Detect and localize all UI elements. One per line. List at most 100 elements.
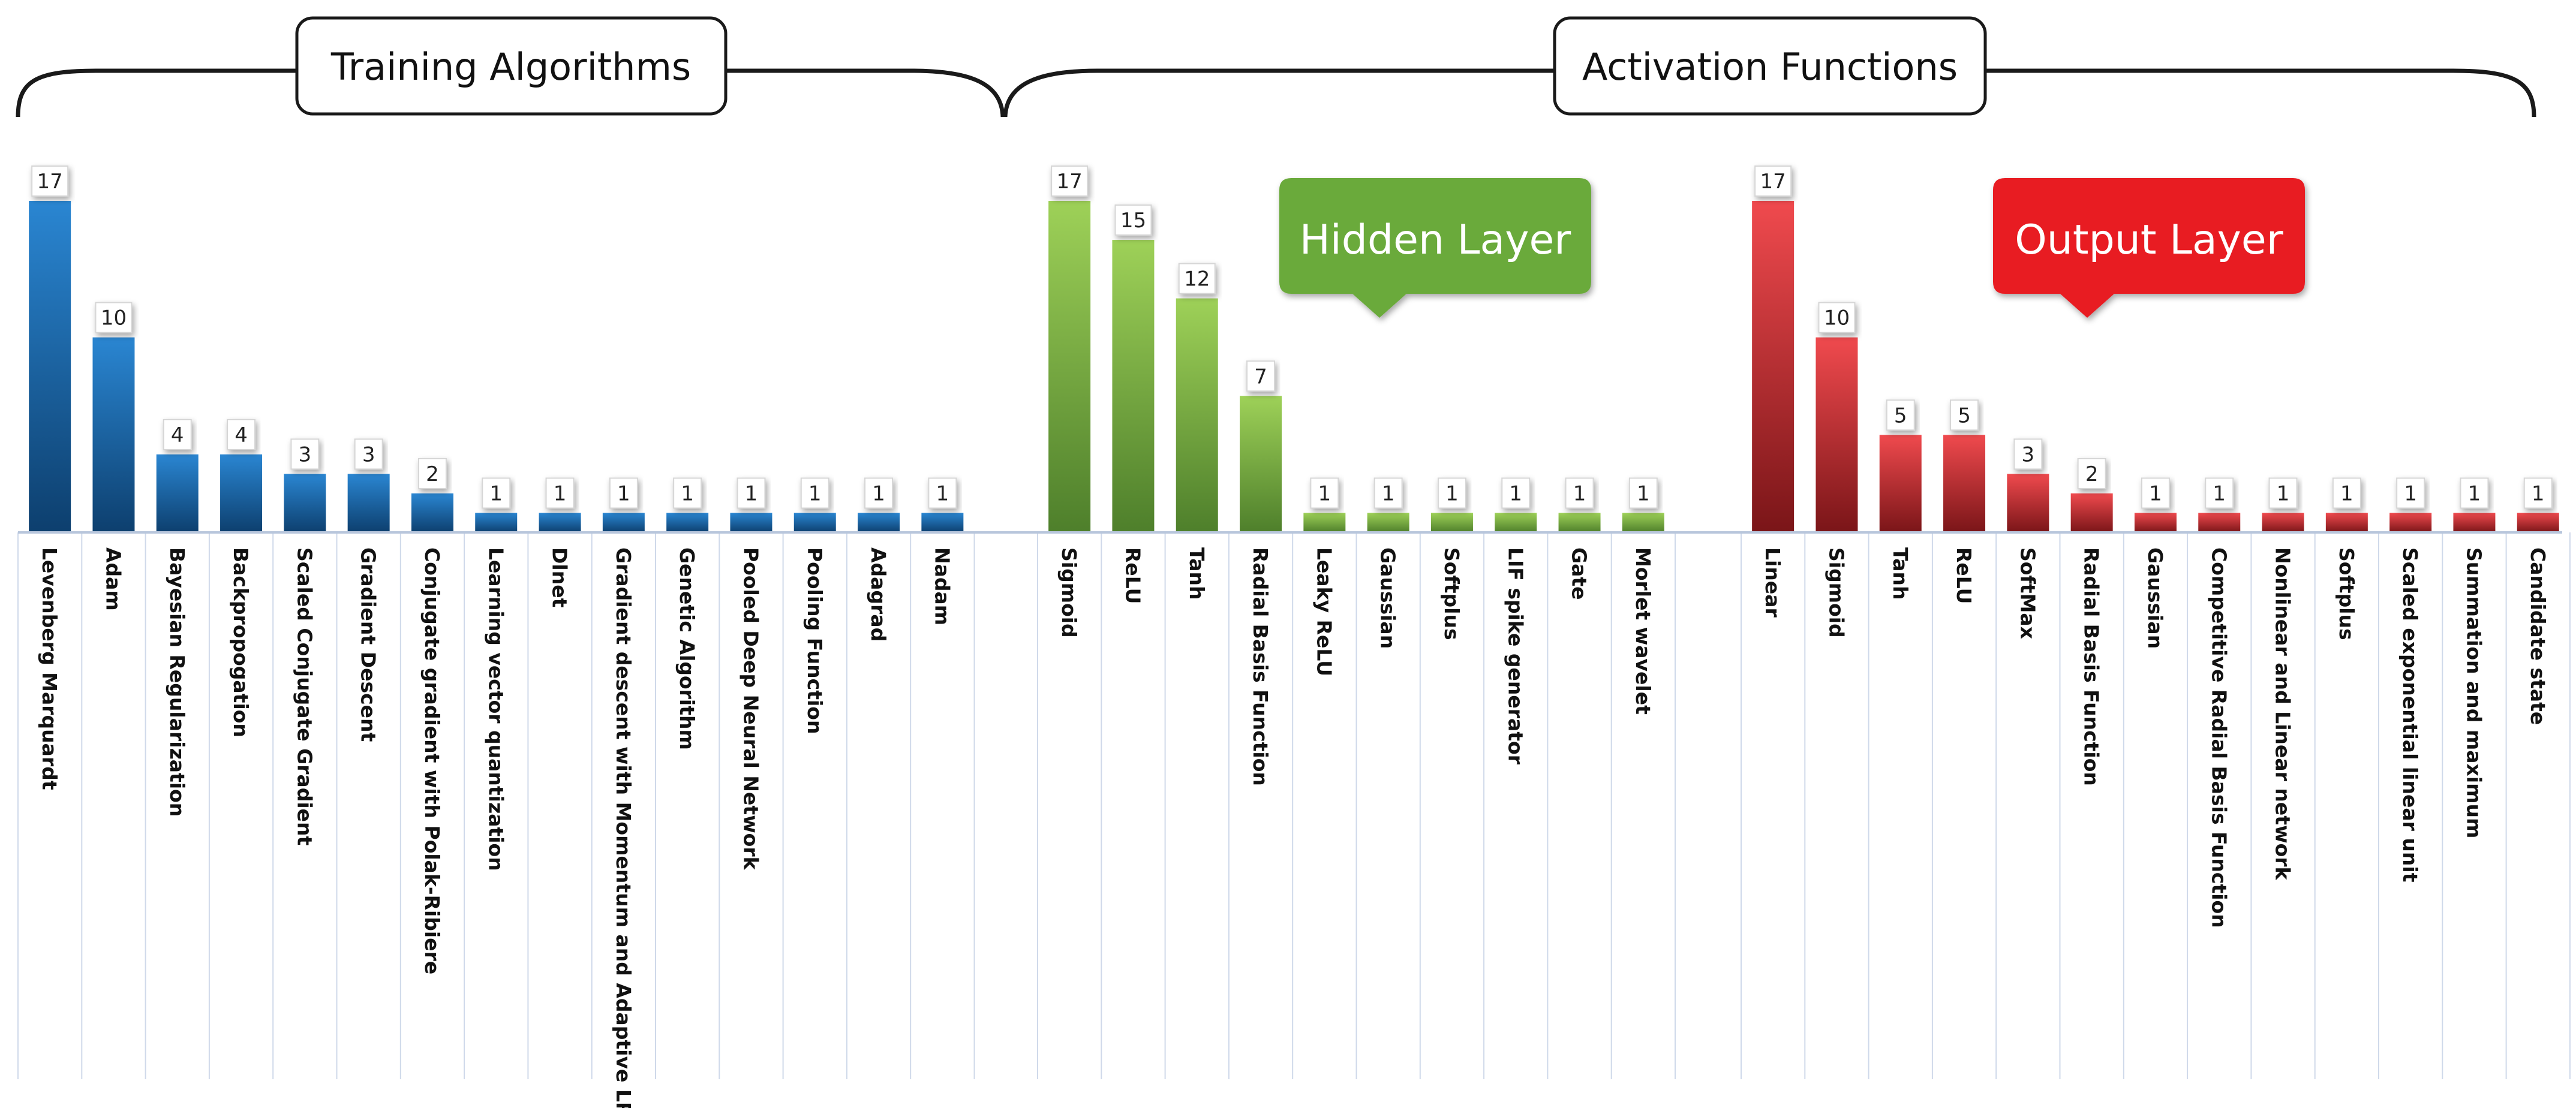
bar-training-2 xyxy=(156,454,199,532)
category-label-training-11: Pooled Deep Neural Network xyxy=(739,547,762,871)
category-label-training-9: Gradient descent with Momentum and Adapt… xyxy=(612,547,635,1108)
bar-hidden-9 xyxy=(1622,513,1664,532)
category-label-output-6: Gaussian xyxy=(2144,547,2167,649)
category-gridlines xyxy=(17,532,2571,1079)
training-header-label: Training Algorithms xyxy=(330,45,691,89)
bar-training-10 xyxy=(666,513,709,532)
data-label-hidden-8: 1 xyxy=(1573,481,1586,505)
data-label-output-3: 5 xyxy=(1958,404,1971,427)
data-label-box-hidden-0 xyxy=(1051,165,1089,197)
data-label-hidden-2: 12 xyxy=(1184,267,1210,291)
data-label-output-4: 3 xyxy=(2022,442,2035,466)
bar-training-4 xyxy=(284,474,326,532)
category-label-training-6: Conjugate gradient with Polak-Ribiere xyxy=(420,547,444,974)
bar-hidden-3 xyxy=(1240,396,1282,532)
category-label-output-2: Tanh xyxy=(1889,547,1912,600)
data-label-training-12: 1 xyxy=(808,481,822,505)
bar-hidden-4 xyxy=(1303,513,1346,532)
bar-training-8 xyxy=(539,513,581,532)
category-label-hidden-7: LIF spike generator xyxy=(1504,547,1527,765)
data-label-training-6: 2 xyxy=(426,462,439,486)
bar-training-0 xyxy=(29,201,71,532)
data-label-training-14: 1 xyxy=(936,481,949,505)
data-label-hidden-0: 17 xyxy=(1057,170,1083,194)
category-label-output-1: Sigmoid xyxy=(1824,547,1848,638)
bar-output-5 xyxy=(2070,493,2113,532)
category-label-output-12: Candidate state xyxy=(2526,547,2550,725)
training-header-box: Training Algorithms xyxy=(295,16,728,116)
category-label-hidden-4: Leaky ReLU xyxy=(1312,547,1336,676)
data-label-box-hidden-5 xyxy=(1373,477,1403,509)
bar-output-10 xyxy=(2389,513,2432,532)
bar-output-2 xyxy=(1879,435,1922,532)
category-label-hidden-3: Radial Basis Function xyxy=(1249,547,1272,786)
data-label-training-5: 3 xyxy=(362,442,375,466)
hidden-layer-callout: Hidden Layer xyxy=(1279,178,1591,318)
data-label-hidden-1: 15 xyxy=(1120,209,1146,233)
data-label-output-6: 1 xyxy=(2149,481,2162,505)
bar-training-12 xyxy=(793,513,836,532)
bar-output-3 xyxy=(1943,435,1986,532)
bar-output-6 xyxy=(2134,513,2177,532)
category-labels: Levenberg Marquardt Adam Bayesian Regulari… xyxy=(38,547,2550,1108)
bar-hidden-7 xyxy=(1495,513,1537,532)
data-label-box-training-10 xyxy=(673,477,702,509)
bar-training-5 xyxy=(347,474,390,532)
data-label-training-13: 1 xyxy=(872,481,885,505)
data-label-training-0: 17 xyxy=(37,170,63,194)
data-label-output-11: 1 xyxy=(2468,481,2481,505)
data-label-box-training-11 xyxy=(737,477,766,509)
category-label-hidden-8: Gate xyxy=(1568,547,1591,600)
bar-output-4 xyxy=(2007,474,2049,532)
bar-output-12 xyxy=(2517,513,2559,532)
data-label-training-1: 10 xyxy=(101,306,127,330)
category-label-hidden-6: Softplus xyxy=(1440,547,1463,640)
category-label-output-5: Radial Basis Function xyxy=(2080,547,2103,786)
activation-header-label: Activation Functions xyxy=(1582,45,1958,89)
data-label-box-training-5 xyxy=(354,438,383,470)
category-label-hidden-2: Tanh xyxy=(1185,547,1209,600)
data-label-box-training-3 xyxy=(227,418,256,450)
data-label-box-output-0 xyxy=(1754,165,1792,197)
data-label-box-training-12 xyxy=(800,477,829,509)
activation-header-box: Activation Functions xyxy=(1553,16,1987,116)
hidden-layer-label: Hidden Layer xyxy=(1300,216,1571,264)
bar-hidden-6 xyxy=(1430,513,1473,532)
bar-training-11 xyxy=(730,513,773,532)
category-label-training-12: Pooling Function xyxy=(803,547,826,734)
data-label-hidden-9: 1 xyxy=(1637,481,1650,505)
data-label-box-output-11 xyxy=(2460,477,2489,509)
data-label-hidden-3: 7 xyxy=(1254,365,1267,389)
category-label-output-8: Nonlinear and Linear network xyxy=(2271,547,2295,881)
bar-training-3 xyxy=(220,454,263,532)
data-label-training-11: 1 xyxy=(745,481,758,505)
data-label-output-2: 5 xyxy=(1894,404,1907,427)
data-label-box-training-1 xyxy=(95,302,133,333)
data-label-box-output-6 xyxy=(2141,477,2170,509)
data-label-hidden-6: 1 xyxy=(1445,481,1459,505)
category-label-hidden-0: Sigmoid xyxy=(1057,547,1081,638)
data-label-training-7: 1 xyxy=(489,481,503,505)
data-label-box-output-2 xyxy=(1886,399,1915,431)
bar-training-13 xyxy=(858,513,900,532)
bar-training-1 xyxy=(92,337,135,532)
data-label-box-training-6 xyxy=(417,457,447,489)
data-label-box-output-7 xyxy=(2205,477,2234,509)
data-label-training-8: 1 xyxy=(554,481,567,505)
data-label-box-hidden-1 xyxy=(1114,204,1152,236)
data-label-box-output-10 xyxy=(2396,477,2425,509)
data-label-output-0: 17 xyxy=(1760,170,1786,194)
bar-output-7 xyxy=(2198,513,2241,532)
data-label-output-9: 1 xyxy=(2340,481,2353,505)
data-label-box-output-5 xyxy=(2077,457,2106,489)
bar-output-1 xyxy=(1815,337,1858,532)
data-label-training-4: 3 xyxy=(299,442,312,466)
category-label-output-3: ReLU xyxy=(1952,547,1976,604)
category-label-hidden-5: Gaussian xyxy=(1376,547,1400,649)
category-label-training-13: Adagrad xyxy=(867,547,890,642)
category-label-training-0: Levenberg Marquardt xyxy=(38,547,61,790)
category-label-training-5: Gradient Descent xyxy=(357,547,380,742)
category-label-training-2: Bayesian Regularization xyxy=(166,547,189,817)
data-label-box-hidden-6 xyxy=(1437,477,1466,509)
data-label-training-3: 4 xyxy=(235,423,248,447)
